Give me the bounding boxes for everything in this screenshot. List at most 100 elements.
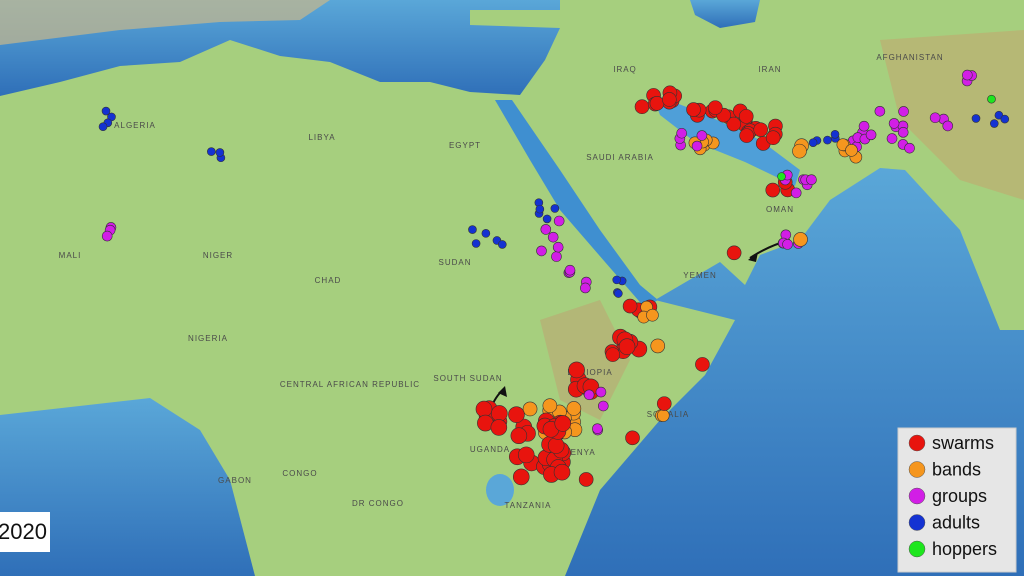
legend-swatch [908,461,926,478]
report-dot [726,245,742,261]
report-dot [646,308,659,322]
highlands [880,30,1024,200]
place-label: IRAN [758,65,781,74]
report-dot [790,187,802,199]
report-dot [580,282,591,294]
legend-swatch [908,540,926,558]
place-label: ALGERIA [114,121,156,130]
report-dot [540,224,552,235]
report-dot [753,122,769,137]
report-dot [971,114,981,123]
report-dot [535,204,545,214]
europe [0,0,330,45]
legend-label: bands [932,459,981,479]
report-dot [98,122,108,132]
report-dot [858,120,870,132]
place-label: CHAD [315,276,342,285]
report-dot [845,144,858,157]
report-dot [101,106,111,116]
report-dot [865,129,877,141]
legend-label: groups [932,486,987,506]
report-dot [547,437,565,454]
report-dot [994,110,1004,120]
report-dot [618,338,636,355]
legend-swatch [908,487,926,505]
legend-items: swarms bands groups adults hoppers [908,433,997,559]
report-dot [536,245,547,257]
report-dot [656,409,670,422]
year-box [0,512,50,552]
place-label: ETHIOPIA [567,368,612,377]
caspian [690,0,760,28]
report-dot [542,398,558,413]
place-label: EGYPT [449,141,481,150]
report-dot [517,446,535,464]
report-dot [551,251,562,262]
report-dot [564,264,576,276]
report-dot [792,143,807,159]
report-dot [491,405,508,422]
report-dot [691,140,703,152]
place-label: NIGERIA [188,334,228,343]
report-dot [650,338,666,354]
report-dot [583,389,595,401]
report-dot [553,463,571,481]
report-dot [904,142,915,154]
report-dot [942,120,954,132]
legend-label: adults [932,512,980,532]
report-dot [777,172,786,181]
report-dot [595,386,607,398]
report-dot [552,241,564,253]
report-dot [542,214,552,224]
report-dot [553,215,565,227]
place-label: KENYA [564,448,596,457]
report-dot [962,69,973,81]
legend-label: swarms [932,433,994,453]
report-dot [649,96,665,111]
place-label: MALI [59,251,82,260]
report-dot [806,174,817,186]
place-label: IRAQ [613,65,637,74]
report-dot [874,106,886,117]
report-dot [605,347,621,362]
report-dot [522,401,538,417]
legend-swatch [908,434,926,452]
report-dot [508,406,525,423]
place-label: OMAN [766,205,794,214]
report-dot [782,239,793,250]
report-dot [614,289,623,298]
report-dot [498,240,507,249]
report-dot [547,231,559,243]
place-label: TANZANIA [505,501,552,510]
legend-label: hoppers [932,539,997,559]
report-dot [468,225,477,234]
report-dot [490,419,508,436]
place-label: DR CONGO [352,499,404,508]
year-label: 2020 [0,519,47,544]
place-labels: ALGERIA LIBYA EGYPT SAUDI ARABIA IRAQ IRAN AFG… [59,53,943,510]
place-label: SOUTH SUDAN [433,374,502,383]
place-label: SAUDI ARABIA [586,153,654,162]
report-dot [886,133,898,144]
report-dot [897,127,909,138]
locust-reports [98,69,1010,487]
report-dot [707,100,723,115]
report-dot [550,204,560,213]
report-dot [662,92,677,107]
place-label: SUDAN [438,258,471,267]
place-label: NIGER [203,251,233,260]
report-dot [898,106,909,117]
place-label: AFGHANISTAN [876,53,943,62]
report-dot [696,130,708,141]
report-dot [686,102,701,117]
report-dot [765,130,781,146]
report-dot [215,148,225,157]
report-dot [568,361,585,379]
report-dot [612,275,622,285]
report-dot [989,119,999,128]
report-dot [625,430,640,446]
report-dot [634,99,650,115]
legend-swatch [908,514,926,531]
